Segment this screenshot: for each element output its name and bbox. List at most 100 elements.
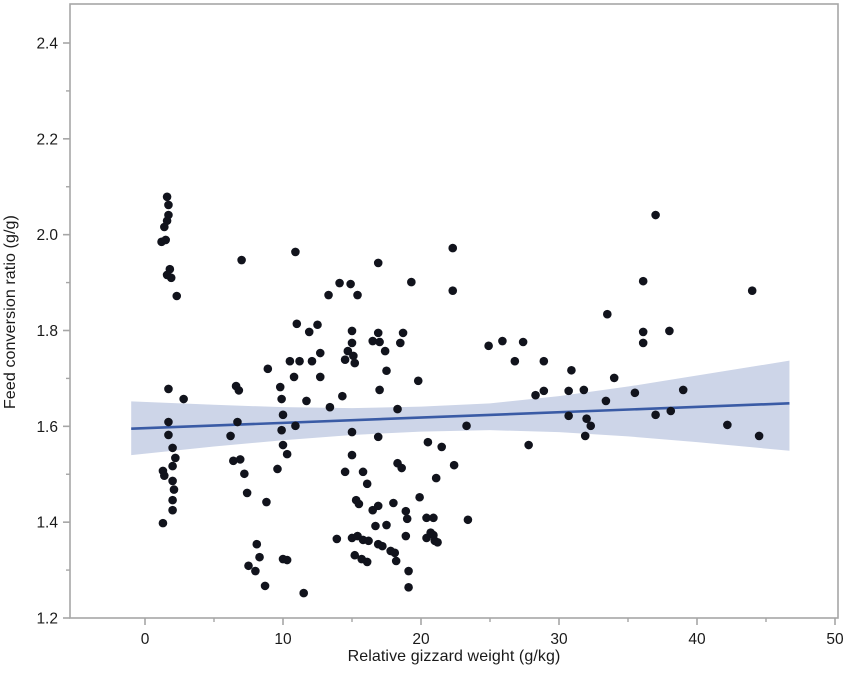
data-point — [164, 430, 173, 440]
data-point — [402, 514, 412, 524]
plot-border — [69, 3, 839, 619]
data-point — [373, 501, 383, 511]
data-point — [375, 385, 384, 395]
data-point — [282, 449, 292, 459]
data-point — [349, 351, 358, 361]
data-point — [498, 336, 507, 346]
data-point — [580, 431, 590, 441]
y-axis-title: Feed conversion ratio (g/g) — [2, 215, 19, 409]
data-point — [665, 326, 674, 336]
data-point — [638, 327, 648, 337]
data-point — [315, 348, 325, 358]
data-point — [582, 414, 591, 423]
data-point — [666, 406, 676, 416]
data-point — [396, 338, 405, 348]
data-point — [251, 566, 260, 576]
data-point — [539, 356, 549, 366]
data-point — [404, 566, 413, 576]
data-point — [510, 356, 520, 366]
data-point — [291, 247, 300, 257]
x-tick-label: 20 — [412, 631, 430, 648]
data-point — [235, 455, 245, 464]
data-point — [240, 469, 249, 479]
data-point — [338, 391, 347, 401]
data-point — [277, 425, 286, 435]
data-point — [332, 534, 342, 544]
data-point — [373, 258, 383, 268]
data-point — [313, 320, 322, 330]
data-point — [255, 552, 264, 562]
data-point — [609, 373, 619, 383]
data-point — [168, 495, 177, 505]
data-point — [179, 394, 188, 404]
data-point — [242, 488, 252, 498]
data-point — [449, 460, 459, 470]
data-point — [429, 530, 438, 540]
data-point — [350, 550, 360, 560]
data-point — [431, 473, 441, 483]
data-point — [299, 588, 309, 598]
data-point — [289, 372, 299, 382]
data-point — [531, 390, 540, 400]
data-point — [262, 497, 271, 507]
data-point — [302, 396, 311, 406]
data-point — [651, 210, 660, 220]
data-point — [168, 476, 177, 486]
data-point — [754, 431, 764, 441]
data-point — [278, 410, 288, 420]
data-point — [347, 450, 357, 460]
data-point — [407, 277, 416, 287]
data-point — [393, 404, 402, 414]
data-point — [347, 338, 357, 348]
data-point — [350, 358, 360, 368]
data-point — [429, 513, 438, 523]
x-tick-label: 40 — [688, 631, 706, 648]
confidence-band — [131, 360, 790, 456]
data-point — [415, 492, 424, 502]
data-point — [382, 366, 391, 376]
data-point — [462, 421, 471, 431]
data-point — [229, 456, 238, 466]
data-point — [347, 427, 357, 437]
data-point — [171, 453, 180, 463]
data-point — [362, 479, 372, 489]
data-point — [567, 365, 576, 375]
data-point — [325, 402, 335, 412]
data-point — [723, 420, 732, 430]
data-point — [603, 309, 612, 319]
data-point — [324, 290, 333, 300]
y-tick-label: 2.2 — [36, 131, 58, 148]
data-point — [586, 421, 596, 431]
data-point — [244, 561, 253, 571]
data-point — [382, 520, 391, 530]
data-point — [539, 386, 549, 396]
data-point — [162, 192, 172, 202]
data-point — [364, 536, 373, 546]
data-point — [368, 336, 378, 346]
data-point — [463, 515, 473, 525]
x-axis-ticks: 0 10 20 30 40 50 — [141, 618, 844, 648]
data-point — [391, 556, 401, 566]
data-point — [401, 506, 411, 516]
data-point — [307, 356, 317, 366]
data-point — [166, 273, 176, 283]
data-point — [413, 376, 423, 386]
data-point — [678, 385, 688, 395]
data-point — [347, 326, 357, 336]
data-point — [423, 437, 433, 447]
data-point — [373, 432, 383, 442]
data-point — [353, 290, 362, 300]
data-points — [157, 192, 764, 598]
data-point — [380, 346, 390, 356]
y-axis-ticks: 2.4 2.2 2.0 1.8 1.6 1.4 1.2 — [36, 35, 70, 628]
data-point — [234, 386, 244, 395]
data-point — [172, 291, 182, 301]
data-point — [484, 341, 493, 351]
data-point — [291, 421, 300, 431]
data-point — [168, 443, 177, 453]
data-point — [282, 555, 292, 565]
data-point — [285, 356, 295, 366]
data-point — [164, 384, 173, 394]
data-point — [169, 485, 179, 494]
